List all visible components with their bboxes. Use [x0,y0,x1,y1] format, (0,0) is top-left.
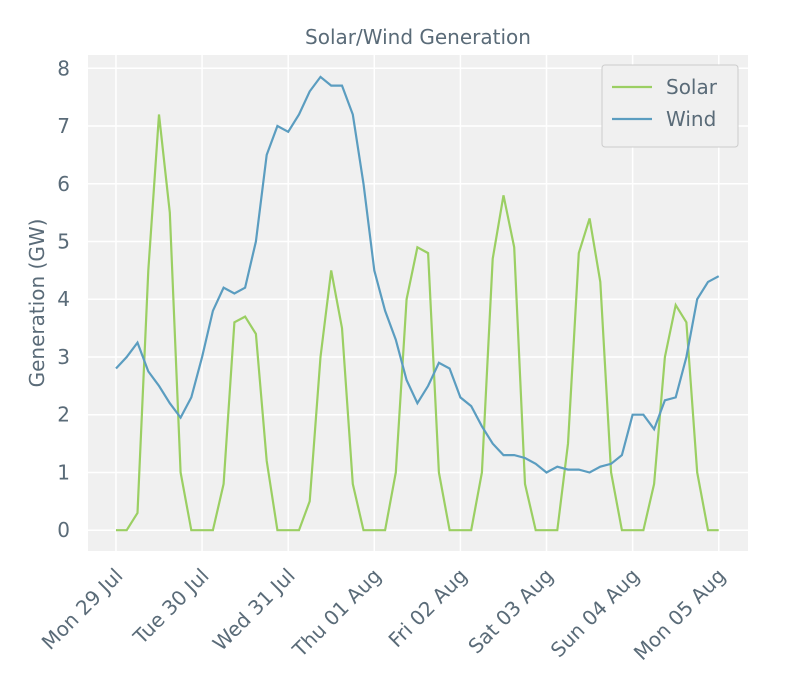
y-tick-label: 1 [57,460,70,484]
legend-label: Solar [666,75,718,99]
y-tick-label: 2 [57,403,70,427]
y-tick-label: 5 [57,230,70,254]
legend-box [601,64,739,148]
y-tick-label: 0 [57,518,70,542]
x-tick-label: Tue 30 Jul [128,564,214,650]
series-line [115,75,720,474]
y-axis-label: Generation (GW) [25,219,49,388]
y-tick-label: 6 [57,172,70,196]
x-tick-label: Mon 05 Aug [629,564,730,665]
legend-label: Wind [666,107,716,131]
x-tick-label: Wed 31 Jul [208,564,300,656]
series-line [116,114,719,532]
chart-title: Solar/Wind Generation [305,25,531,49]
x-tick-label: Thu 01 Aug [287,564,386,663]
x-tick-label: Sat 03 Aug [463,564,558,659]
y-tick-label: 4 [57,287,70,311]
y-tick-label: 3 [57,345,70,369]
x-tick-label: Mon 29 Jul [37,564,128,655]
y-tick-label: 8 [57,56,70,80]
x-tick-label: Fri 02 Aug [384,564,472,652]
y-tick-label: 7 [57,114,70,138]
